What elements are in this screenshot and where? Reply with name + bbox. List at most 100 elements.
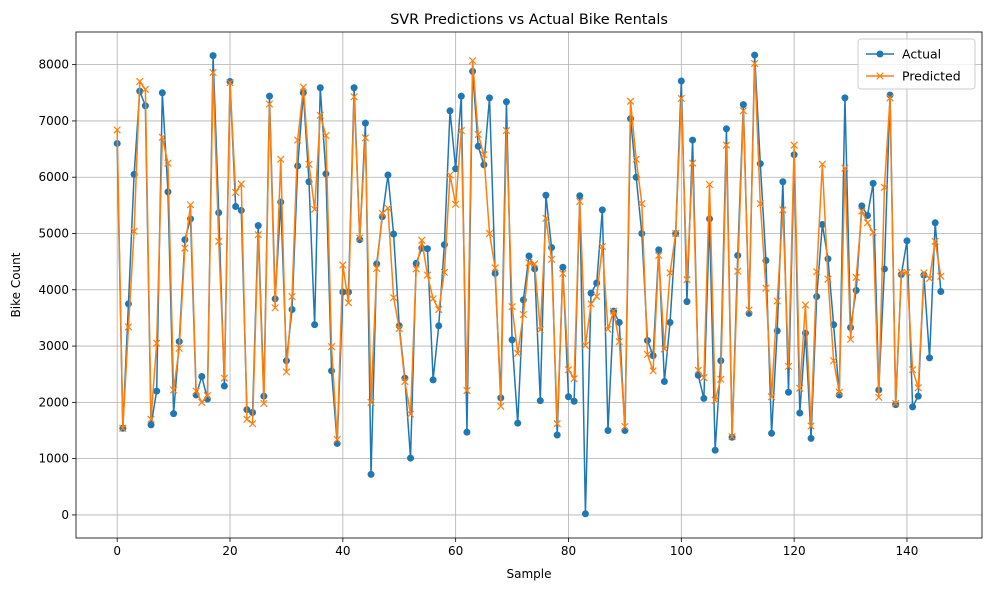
actual-point (316, 84, 324, 92)
actual-point (813, 293, 821, 301)
predicted-point (468, 56, 477, 65)
actual-point (220, 382, 228, 390)
predicted-point (429, 295, 437, 303)
predicted-point (559, 269, 567, 278)
predicted-point (914, 383, 922, 392)
predicted-point (271, 304, 279, 312)
predicted-point (671, 229, 680, 238)
predicted-point (649, 367, 657, 375)
actual-point (683, 298, 691, 306)
predicted-point (513, 349, 522, 358)
predicted-point (299, 83, 308, 91)
x-axis-title: Sample (507, 567, 552, 581)
predicted-point (931, 237, 939, 246)
predicted-point (113, 126, 121, 134)
actual-point (841, 94, 849, 102)
predicted-point (412, 265, 420, 273)
actual-point (739, 101, 747, 109)
legend-marker-actual (876, 50, 884, 58)
actual-point (452, 165, 460, 173)
plot-frame (75, 31, 983, 539)
predicted-point (880, 183, 889, 192)
actual-point (863, 211, 871, 219)
predicted-point (367, 398, 375, 407)
legend: Actual Predicted (857, 38, 976, 90)
legend-label-actual: Actual (902, 47, 941, 62)
predicted-point (739, 107, 748, 115)
predicted-point (722, 141, 731, 149)
predicted-point (807, 422, 815, 430)
actual-point (700, 394, 708, 402)
actual-point (525, 252, 533, 260)
actual-point (689, 136, 697, 144)
actual-point (147, 421, 155, 429)
predicted-point (756, 199, 765, 208)
predicted-point (750, 59, 759, 68)
predicted-point (626, 97, 635, 105)
actual-point (570, 397, 578, 405)
actual-point (435, 322, 443, 330)
predicted-point (779, 206, 787, 214)
predicted-point (463, 386, 471, 395)
predicted-point (485, 229, 494, 238)
actual-point (937, 287, 945, 295)
actual-point (914, 392, 922, 400)
actual-point (615, 318, 623, 326)
y-axis-title: Bike Count (9, 252, 23, 317)
actual-point (367, 470, 375, 478)
predicted-point (852, 273, 860, 282)
predicted-point (147, 415, 155, 423)
actual-point (339, 288, 347, 296)
actual-point (926, 354, 934, 362)
predicted-point (767, 393, 776, 401)
predicted-point (288, 292, 296, 301)
predicted-point (192, 387, 200, 395)
predicted-point (846, 335, 855, 344)
predicted-point (119, 424, 127, 432)
predicted-point (660, 345, 669, 353)
predicted-point (908, 365, 917, 374)
predicted-point (186, 201, 195, 209)
predicted-point (717, 375, 725, 384)
predicted-point (265, 100, 274, 108)
predicted-point (423, 271, 432, 279)
predicted-point (175, 344, 183, 353)
predicted-point (254, 230, 262, 239)
predicted-point (260, 399, 268, 408)
x-tick-label: 140 (896, 544, 919, 558)
legend-items: Actual Predicted (866, 47, 961, 84)
predicted-point (435, 305, 443, 314)
actual-point (638, 229, 646, 237)
predicted-point (344, 299, 353, 307)
predicted-point (824, 275, 832, 283)
actual-point (407, 454, 415, 462)
predicted-point (502, 126, 511, 135)
predicted-point (835, 388, 843, 396)
legend-label-predicted: Predicted (902, 69, 961, 84)
predicted-point (440, 268, 449, 277)
predicted-point (796, 384, 804, 393)
predicted-point (372, 264, 381, 273)
predicted-point (920, 269, 928, 277)
predicted-point (333, 435, 341, 444)
predicted-point (773, 297, 781, 305)
y-tick-label: 3000 (38, 339, 69, 353)
predicted-point (564, 365, 573, 374)
actual-point (598, 206, 606, 214)
predicted-point (169, 386, 178, 394)
actual-point (390, 230, 398, 238)
predicted-point (293, 136, 302, 144)
actual-point (209, 52, 217, 60)
predicted-point (553, 420, 561, 428)
predicted-point (570, 374, 578, 383)
actual-point (587, 289, 595, 297)
predicted-point (215, 237, 223, 246)
actual-point (457, 92, 465, 100)
actual-point (677, 77, 685, 85)
predicted-point (395, 324, 403, 333)
y-tick-label: 1000 (38, 452, 69, 466)
predicted-point (632, 155, 640, 163)
actual-point (265, 92, 273, 100)
predicted-point (497, 402, 505, 411)
predicted-point (818, 160, 827, 168)
